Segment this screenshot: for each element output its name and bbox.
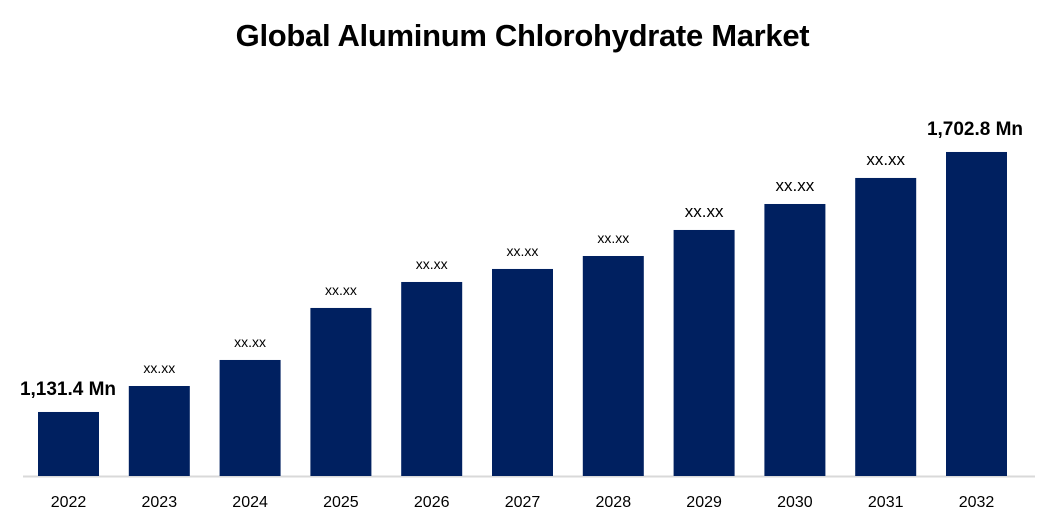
x-tick-label: 2023 xyxy=(142,494,178,511)
bar-2032 xyxy=(946,151,1007,476)
bar-2025 xyxy=(310,307,372,476)
x-tick-label: 2032 xyxy=(959,494,995,511)
bar-2029 xyxy=(673,229,735,476)
chart-title: Global Aluminum Chlorohydrate Market xyxy=(235,18,810,53)
data-label: xx.xx xyxy=(143,360,175,376)
data-label: xx.xx xyxy=(685,202,724,221)
x-tick-label: 2029 xyxy=(686,494,722,511)
x-tick-label: 2027 xyxy=(505,494,541,511)
x-tick-label: 2026 xyxy=(414,494,450,511)
data-label: xx.xx xyxy=(866,150,905,169)
x-tick-label: 2024 xyxy=(232,494,268,511)
bar-2027 xyxy=(492,268,553,476)
data-label: xx.xx xyxy=(597,230,629,246)
x-tick-label: 2025 xyxy=(323,494,359,511)
x-tick-label: 2028 xyxy=(596,494,632,511)
bar-2024 xyxy=(219,359,281,476)
data-label: xx.xx xyxy=(776,176,815,195)
data-label: xx.xx xyxy=(234,334,266,350)
bar-2026 xyxy=(401,281,463,476)
data-label: xx.xx xyxy=(325,282,357,298)
data-label: xx.xx xyxy=(416,256,448,272)
bar-2028 xyxy=(582,255,644,476)
x-tick-label: 2030 xyxy=(777,494,813,511)
bar-2022 xyxy=(38,411,99,476)
data-label: 1,131.4 Mn xyxy=(20,379,116,400)
x-tick-label: 2022 xyxy=(51,494,87,511)
data-label: xx.xx xyxy=(507,243,539,259)
x-tick-label: 2031 xyxy=(868,494,904,511)
bar-2031 xyxy=(855,177,917,477)
data-label: 1,702.8 Mn xyxy=(927,119,1023,140)
bar-2023 xyxy=(128,385,190,476)
bar-2030 xyxy=(764,203,826,476)
